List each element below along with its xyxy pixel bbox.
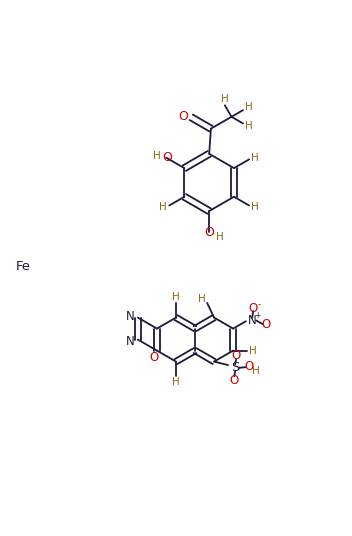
Text: O: O xyxy=(179,110,189,123)
Text: O: O xyxy=(249,302,258,315)
Text: H: H xyxy=(252,366,260,376)
Text: H: H xyxy=(245,121,253,131)
Text: H: H xyxy=(216,232,224,242)
Text: H: H xyxy=(251,202,259,212)
Text: O: O xyxy=(204,226,214,239)
Text: O: O xyxy=(162,151,172,164)
Text: S: S xyxy=(231,361,239,374)
Text: H: H xyxy=(172,377,180,387)
Text: -: - xyxy=(258,300,261,309)
Text: O: O xyxy=(262,317,271,331)
Text: H: H xyxy=(221,94,229,104)
Text: +: + xyxy=(254,311,261,320)
Text: N: N xyxy=(248,314,257,327)
Text: H: H xyxy=(249,346,257,355)
Text: N: N xyxy=(126,310,134,323)
Text: H: H xyxy=(198,294,206,304)
Text: H: H xyxy=(152,151,160,161)
Text: N: N xyxy=(126,335,134,348)
Text: H: H xyxy=(172,292,180,302)
Text: O: O xyxy=(230,374,239,386)
Text: O: O xyxy=(150,351,159,364)
Text: O: O xyxy=(245,360,254,373)
Text: H: H xyxy=(159,202,167,212)
Text: H: H xyxy=(245,102,253,111)
Text: H: H xyxy=(251,153,259,163)
Text: O: O xyxy=(232,349,241,362)
Text: Fe: Fe xyxy=(15,260,30,273)
